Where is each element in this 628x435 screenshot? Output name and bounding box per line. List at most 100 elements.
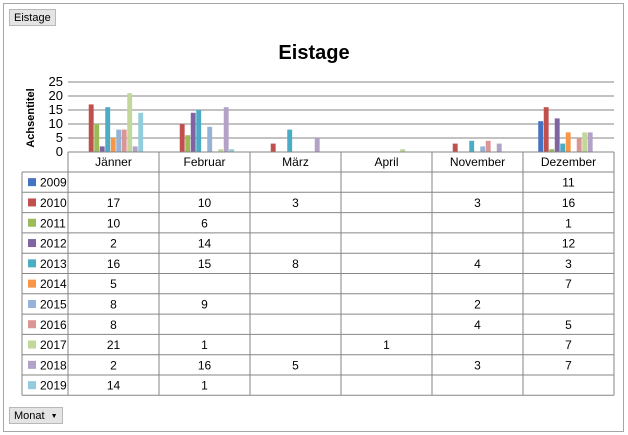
legend-key — [28, 239, 36, 248]
bar — [270, 143, 276, 152]
data-label: 9 — [201, 297, 208, 311]
data-label: 3 — [292, 196, 299, 210]
bar — [185, 135, 191, 152]
y-tick-label: 20 — [49, 88, 63, 103]
series-label: 2012 — [40, 237, 67, 251]
bar — [400, 149, 406, 152]
data-label: 2 — [474, 297, 481, 311]
axis-field-button[interactable]: Monat ▼ — [9, 407, 63, 424]
legend-key — [28, 218, 36, 227]
gridlines — [68, 81, 614, 153]
data-label: 8 — [110, 318, 117, 332]
legend-key — [28, 279, 36, 288]
bar — [138, 112, 144, 152]
bar — [116, 129, 122, 152]
data-label: 16 — [107, 257, 121, 271]
y-tick-label: 15 — [49, 102, 63, 117]
bar — [223, 107, 229, 152]
bar — [549, 149, 555, 152]
data-label: 16 — [562, 196, 576, 210]
data-label: 7 — [565, 358, 572, 372]
data-label: 8 — [292, 257, 299, 271]
data-label: 1 — [201, 338, 208, 352]
data-label: 6 — [201, 216, 208, 230]
chart-title: Eistage — [278, 42, 349, 64]
data-label: 2 — [110, 237, 117, 251]
bar — [314, 138, 320, 152]
axis-field-label: Monat — [14, 410, 45, 422]
bar — [110, 138, 116, 152]
data-label: 5 — [565, 318, 572, 332]
data-label: 7 — [565, 338, 572, 352]
data-label: 14 — [107, 379, 121, 393]
data-label: 5 — [292, 358, 299, 372]
category-label: Jänner — [95, 155, 132, 169]
bar — [554, 118, 560, 152]
bar — [565, 132, 571, 152]
data-label: 11 — [562, 176, 575, 190]
legend-key — [28, 360, 36, 369]
category-label: November — [450, 155, 505, 169]
y-axis-label: Achsentitel — [25, 88, 37, 147]
bar — [543, 107, 549, 152]
series-label: 2014 — [40, 277, 67, 291]
data-label: 2 — [110, 358, 117, 372]
data-label: 10 — [107, 216, 121, 230]
data-label: 1 — [565, 216, 572, 230]
y-tick-label: 5 — [56, 130, 63, 145]
data-label: 1 — [383, 338, 390, 352]
bar — [287, 129, 293, 152]
bar — [452, 143, 458, 152]
bar — [127, 93, 133, 152]
bar — [99, 146, 105, 152]
category-label: März — [282, 155, 309, 169]
bar — [469, 140, 475, 152]
bar — [121, 129, 127, 152]
y-tick-label: 10 — [49, 116, 63, 131]
series-label: 2011 — [40, 216, 66, 230]
series-label: 2018 — [40, 358, 67, 372]
data-label: 12 — [562, 237, 576, 251]
bar — [196, 110, 202, 152]
series-label: 2016 — [40, 318, 67, 332]
bar — [480, 146, 486, 152]
category-label: April — [374, 155, 398, 169]
data-label: 15 — [198, 257, 212, 271]
data-label: 14 — [198, 237, 212, 251]
legend-key — [28, 299, 36, 308]
bar — [560, 143, 566, 152]
data-label: 4 — [474, 318, 481, 332]
legend-key — [28, 381, 36, 390]
legend-key — [28, 178, 36, 187]
series-label: 2017 — [40, 338, 67, 352]
data-label: 17 — [107, 196, 121, 210]
bar — [190, 112, 196, 152]
data-label: 5 — [110, 277, 117, 291]
bar — [485, 140, 491, 152]
bar — [229, 149, 235, 152]
bar — [132, 146, 138, 152]
data-label: 8 — [110, 297, 117, 311]
dropdown-arrow-icon: ▼ — [50, 413, 58, 420]
legend-key — [28, 259, 36, 268]
bar — [179, 124, 185, 152]
category-label: Dezember — [541, 155, 596, 169]
bar — [582, 132, 588, 152]
chart-frame — [3, 3, 624, 432]
bar — [207, 126, 213, 152]
bars — [88, 93, 593, 152]
y-tick-label: 0 — [56, 144, 63, 159]
series-label: 2015 — [40, 297, 67, 311]
bar — [94, 124, 100, 152]
bar — [88, 104, 94, 152]
bar — [587, 132, 593, 152]
bar — [218, 149, 224, 152]
data-label: 4 — [474, 257, 481, 271]
bar — [105, 107, 111, 152]
data-label: 3 — [474, 196, 481, 210]
legend-key — [28, 320, 36, 329]
filter-field-button[interactable]: Eistage — [9, 9, 56, 26]
bar — [538, 121, 544, 152]
category-label: Februar — [183, 155, 225, 169]
